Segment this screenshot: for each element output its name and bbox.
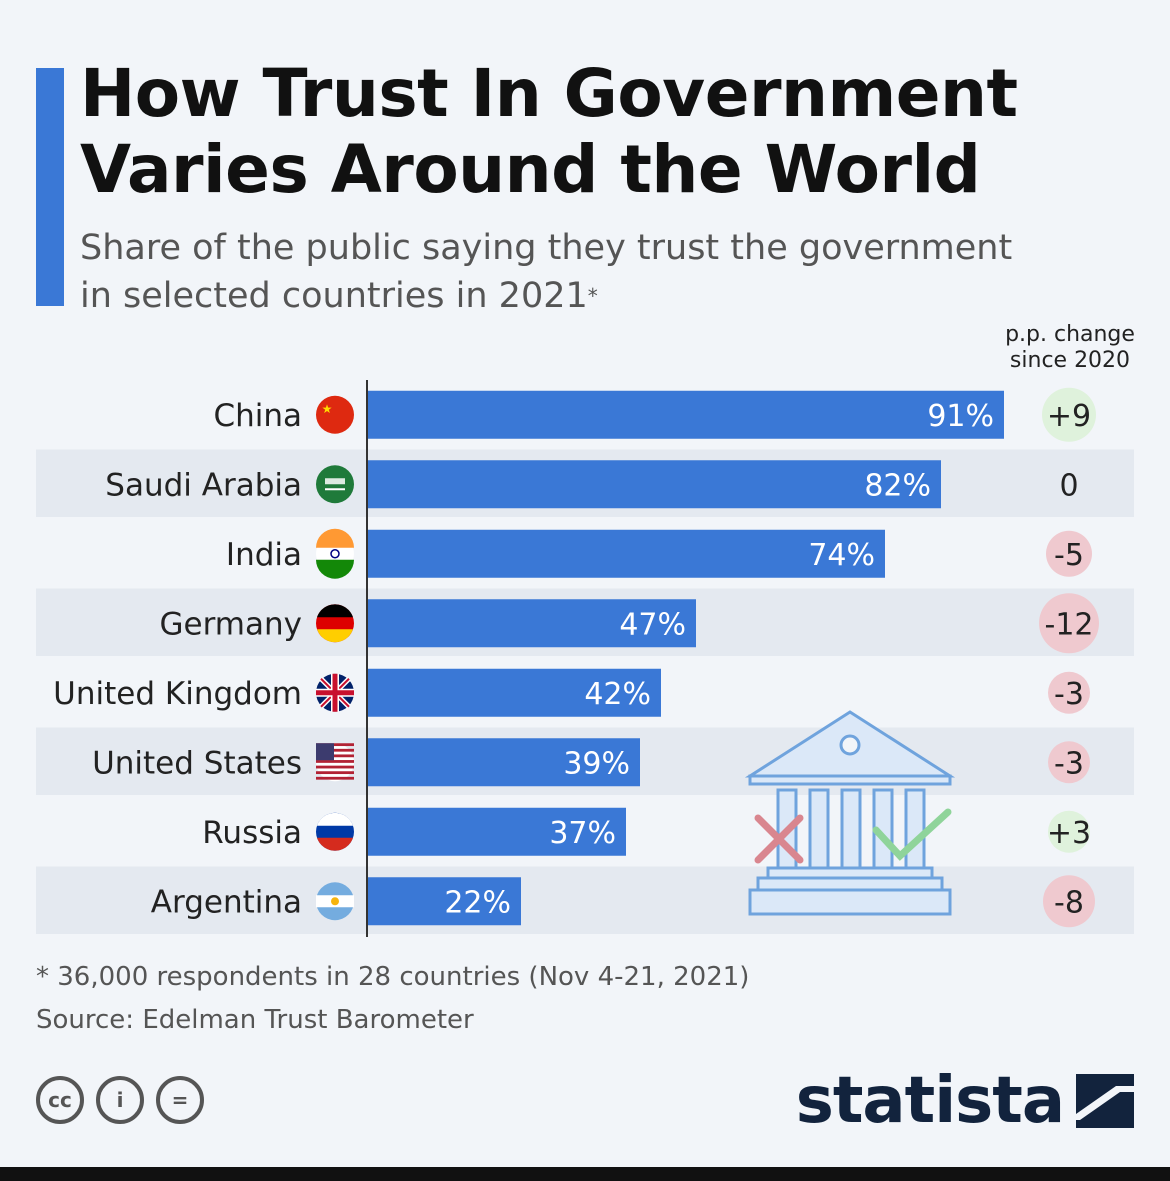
russia-flag-icon bbox=[316, 812, 354, 851]
footnote: * 36,000 respondents in 28 countries (No… bbox=[36, 962, 750, 992]
change-header-line-2: since 2020 bbox=[1009, 348, 1131, 373]
chart-subtitle: Share of the public saying they trust th… bbox=[80, 224, 1120, 320]
china-flag-icon: ★ bbox=[316, 395, 354, 434]
cross-icon bbox=[754, 814, 804, 864]
change-badge bbox=[1048, 810, 1090, 853]
category-label: China bbox=[213, 398, 302, 434]
category-labels: China Saudi Arabia India Germany United King… bbox=[53, 398, 302, 921]
bar-india bbox=[367, 529, 885, 578]
category-label: United Kingdom bbox=[53, 676, 302, 712]
change-column-header: p.p. change since 2020 bbox=[990, 322, 1150, 374]
no-derivatives-icon[interactable]: = bbox=[156, 1076, 204, 1124]
brand-name: statista bbox=[795, 1064, 1065, 1138]
chart-title: How Trust In Government Varies Around th… bbox=[80, 56, 1120, 208]
title-line-2: Varies Around the World bbox=[80, 131, 981, 208]
subtitle-asterisk: * bbox=[587, 284, 598, 308]
value-label: 91% bbox=[927, 399, 994, 434]
united-states-flag-icon bbox=[316, 743, 354, 782]
category-label: Saudi Arabia bbox=[105, 467, 302, 503]
value-label: 37% bbox=[549, 816, 616, 851]
bar-germany bbox=[367, 599, 696, 648]
bar-argentina bbox=[367, 877, 521, 926]
value-label: 47% bbox=[619, 607, 686, 642]
creative-commons-icon[interactable]: cc bbox=[36, 1076, 84, 1124]
change-label: -3 bbox=[1054, 746, 1084, 781]
change-label: -5 bbox=[1054, 538, 1084, 573]
change-label: -8 bbox=[1054, 885, 1084, 920]
germany-flag-icon bbox=[316, 604, 354, 643]
flags: ★ bbox=[316, 395, 354, 921]
india-flag-icon bbox=[316, 528, 354, 579]
change-label: +3 bbox=[1047, 816, 1091, 851]
bar-chart: 91% 82% 74% 47% 42% 39% 37% 22% China Saudi Arab… bbox=[36, 380, 1134, 937]
subtitle-line-2-wrap: in selected countries in 2021* bbox=[80, 272, 1120, 320]
category-label: United States bbox=[92, 745, 302, 781]
change-badge bbox=[1043, 875, 1095, 928]
value-label: 39% bbox=[563, 746, 630, 781]
argentina-flag-icon bbox=[316, 882, 354, 921]
bar-russia bbox=[367, 807, 626, 856]
title-line-1: How Trust In Government bbox=[80, 55, 1018, 132]
change-label: -3 bbox=[1054, 677, 1084, 712]
saudi-arabia-flag-icon bbox=[316, 465, 354, 504]
statista-logo[interactable]: statista bbox=[796, 1064, 1134, 1138]
source-note: Source: Edelman Trust Barometer bbox=[36, 1005, 474, 1035]
change-badge bbox=[1046, 530, 1092, 577]
change-label: -12 bbox=[1045, 607, 1094, 642]
accent-bar bbox=[36, 68, 64, 306]
svg-text:★: ★ bbox=[322, 402, 333, 416]
category-label: India bbox=[226, 537, 302, 573]
value-label: 74% bbox=[808, 538, 875, 573]
bars: 91% 82% 74% 47% 42% 39% 37% 22% bbox=[367, 390, 1004, 926]
value-label: 22% bbox=[444, 885, 511, 920]
bar-china bbox=[367, 390, 1004, 439]
check-icon bbox=[872, 808, 952, 861]
statista-mark-icon bbox=[1076, 1074, 1134, 1128]
change-badge bbox=[1048, 671, 1090, 714]
change-badges: +9 0 -5 -12 -3 -3 +3 -8 bbox=[1039, 387, 1099, 928]
attribution-icon[interactable]: i bbox=[96, 1076, 144, 1124]
bottom-border bbox=[0, 1167, 1170, 1181]
value-label: 42% bbox=[584, 677, 651, 712]
government-building-icon bbox=[744, 710, 956, 916]
change-label: +9 bbox=[1047, 399, 1091, 434]
bar-saudi-arabia bbox=[367, 460, 941, 509]
subtitle-line-1: Share of the public saying they trust th… bbox=[80, 228, 1013, 268]
bar-united-states bbox=[367, 738, 640, 787]
change-badge bbox=[1039, 593, 1099, 654]
license-icons: cc i = bbox=[36, 1076, 204, 1124]
subtitle-line-2: in selected countries in 2021 bbox=[80, 276, 588, 316]
change-badge bbox=[1042, 387, 1096, 442]
category-label: Germany bbox=[160, 606, 302, 642]
category-label: Russia bbox=[202, 815, 302, 851]
change-badge bbox=[1048, 741, 1090, 784]
united-kingdom-flag-icon bbox=[316, 673, 354, 712]
category-label: Argentina bbox=[151, 884, 302, 920]
bar-united-kingdom bbox=[367, 668, 661, 717]
value-label: 82% bbox=[864, 468, 931, 503]
change-label: 0 bbox=[1059, 468, 1078, 503]
change-header-line-1: p.p. change bbox=[1005, 322, 1135, 347]
